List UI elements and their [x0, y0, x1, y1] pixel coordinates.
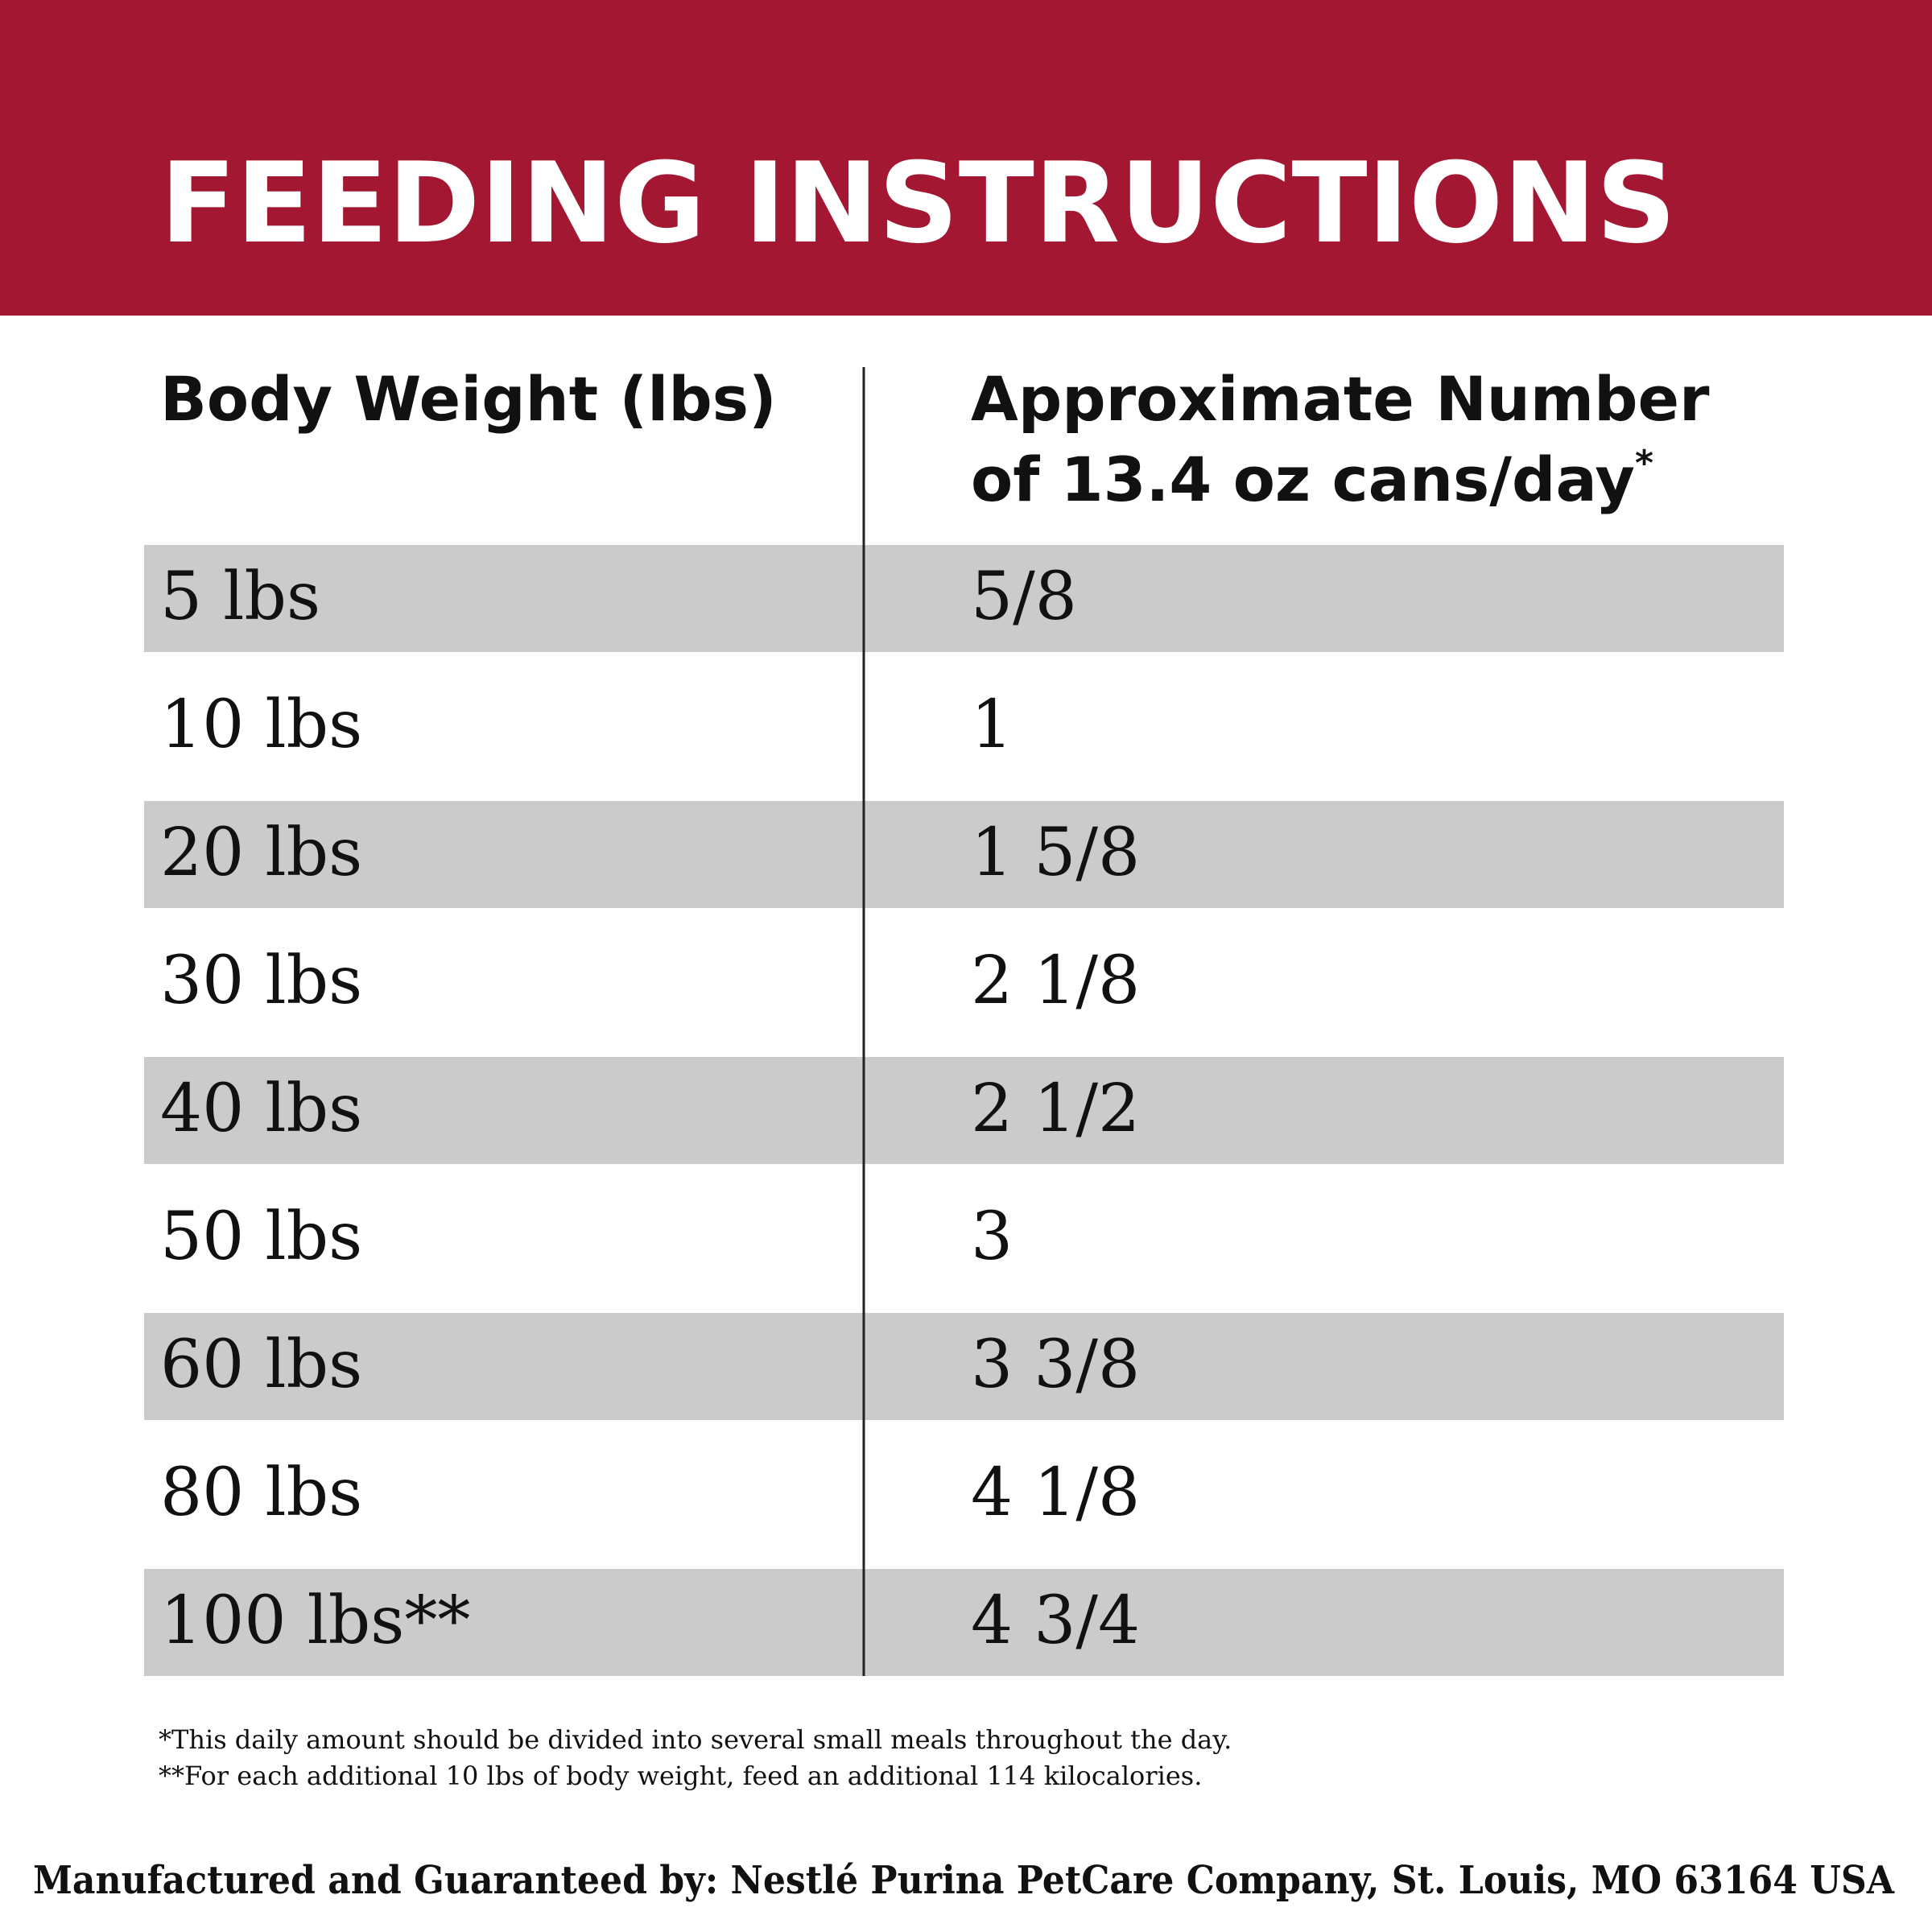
cell: 10 lbs — [160, 687, 362, 763]
cell: 30 lbs — [160, 943, 362, 1019]
footnote: **For each additional 10 lbs of body wei… — [159, 1761, 1202, 1791]
note-mark: * — [1635, 443, 1653, 484]
cell: 80 lbs — [160, 1455, 362, 1531]
cell: 4 3/4 — [971, 1583, 1140, 1659]
cell: 20 lbs — [160, 815, 362, 891]
cell: 1 5/8 — [971, 815, 1140, 891]
column-header-line: of 13.4 oz cans/day — [971, 444, 1635, 515]
cell: 60 lbs — [160, 1327, 362, 1403]
cell: 4 1/8 — [971, 1455, 1140, 1531]
cell: 100 lbs** — [160, 1583, 470, 1659]
header-band — [0, 0, 1932, 316]
row-band — [144, 1057, 1784, 1164]
cell: 50 lbs — [160, 1199, 362, 1275]
title: FEEDING INSTRUCTIONS — [160, 138, 1676, 268]
table-rows: 5 lbs 5/8 10 lbs 1 20 lbs 1 5/8 30 lbs 2 1/8 40 … — [144, 545, 1784, 1676]
row-band — [144, 801, 1784, 908]
column-header: of 13.4 oz cans/day* — [971, 443, 1653, 515]
row-band — [144, 545, 1784, 652]
cell: 3 3/8 — [971, 1327, 1140, 1403]
cell: 3 — [971, 1199, 1013, 1275]
column-header: Body Weight (lbs) — [160, 363, 777, 435]
column-header: Approximate Number — [971, 363, 1710, 435]
row-band — [144, 1569, 1784, 1676]
footnote: *This daily amount should be divided int… — [159, 1724, 1232, 1755]
footer: Manufactured and Guaranteed by: Nestlé P… — [33, 1858, 1895, 1903]
cell: 1 — [971, 687, 1013, 763]
cell: 5/8 — [971, 559, 1077, 635]
cell: 40 lbs — [160, 1071, 362, 1147]
cell: 2 1/2 — [971, 1071, 1140, 1147]
cell: 5 lbs — [160, 559, 320, 635]
cell: 2 1/8 — [971, 943, 1140, 1019]
row-band — [144, 1313, 1784, 1420]
